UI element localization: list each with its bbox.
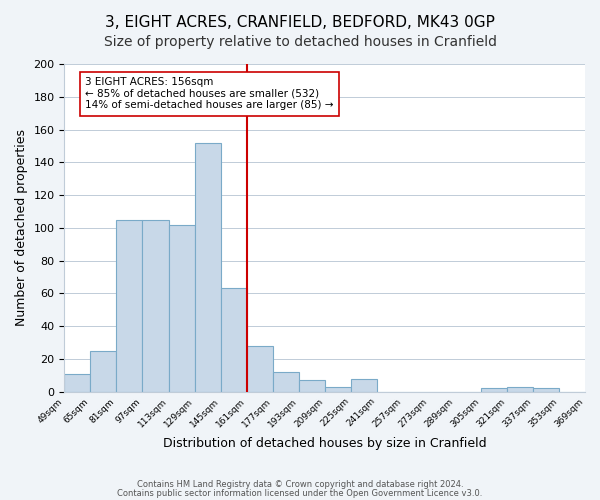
Bar bbox=[351, 378, 377, 392]
Text: Contains HM Land Registry data © Crown copyright and database right 2024.: Contains HM Land Registry data © Crown c… bbox=[137, 480, 463, 489]
Bar bbox=[142, 220, 169, 392]
Y-axis label: Number of detached properties: Number of detached properties bbox=[15, 130, 28, 326]
Bar bbox=[91, 351, 116, 392]
Bar bbox=[221, 288, 247, 392]
Bar bbox=[481, 388, 507, 392]
Bar bbox=[116, 220, 142, 392]
Bar bbox=[169, 224, 194, 392]
X-axis label: Distribution of detached houses by size in Cranfield: Distribution of detached houses by size … bbox=[163, 437, 487, 450]
Text: Size of property relative to detached houses in Cranfield: Size of property relative to detached ho… bbox=[104, 35, 497, 49]
Text: 3, EIGHT ACRES, CRANFIELD, BEDFORD, MK43 0GP: 3, EIGHT ACRES, CRANFIELD, BEDFORD, MK43… bbox=[105, 15, 495, 30]
Text: Contains public sector information licensed under the Open Government Licence v3: Contains public sector information licen… bbox=[118, 488, 482, 498]
Bar bbox=[272, 372, 299, 392]
Bar bbox=[247, 346, 272, 392]
Bar bbox=[299, 380, 325, 392]
Bar bbox=[325, 387, 351, 392]
Bar bbox=[533, 388, 559, 392]
Bar bbox=[64, 374, 91, 392]
Bar bbox=[507, 387, 533, 392]
Text: 3 EIGHT ACRES: 156sqm
← 85% of detached houses are smaller (532)
14% of semi-det: 3 EIGHT ACRES: 156sqm ← 85% of detached … bbox=[85, 77, 334, 110]
Bar bbox=[194, 142, 221, 392]
